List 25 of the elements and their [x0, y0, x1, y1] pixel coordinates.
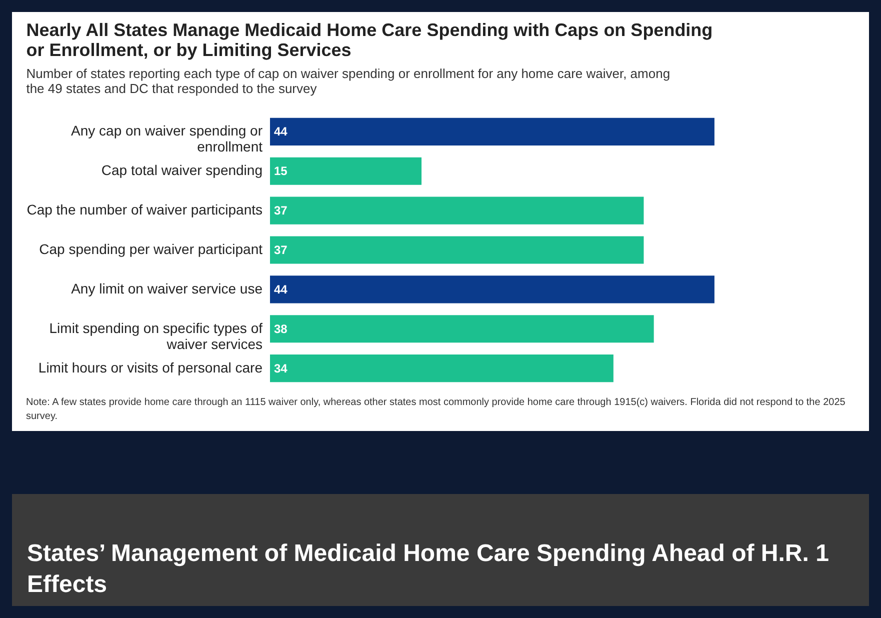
y-tick-label: Any cap on waiver spending or enrollment: [71, 122, 263, 155]
bar: [270, 276, 714, 304]
y-tick-label: Cap spending per waiver participant: [39, 241, 263, 257]
bar: [270, 196, 644, 224]
data-label: 44: [274, 282, 288, 296]
data-label: 37: [274, 204, 288, 218]
text: States’ Management of Medicaid Home Care Spending Ahead of H.R. 1 Effects: [27, 539, 830, 600]
chart-subtitle: Number of states reporting each type of cap on waiver spending or enrollment for any home care waiver, among the 49 states and DC that responded to the survey: [26, 66, 670, 96]
bar: [270, 354, 614, 382]
data-label: 34: [274, 361, 288, 376]
bar: [270, 315, 654, 343]
data-label: 37: [274, 243, 288, 257]
data-label: 15: [274, 164, 288, 178]
y-tick-label: Limit spending on specific types of waiver services: [49, 320, 263, 352]
data-label: 38: [274, 322, 288, 336]
y-tick-label: Cap total waiver spending: [101, 162, 262, 178]
y-tick-label: Limit hours or visits of personal care: [38, 359, 263, 376]
y-tick-label: Any limit on waiver service use: [71, 280, 263, 296]
data-label: 44: [274, 124, 288, 139]
y-tick-label: Cap the number of waiver participants: [26, 202, 262, 218]
bar: [270, 157, 422, 185]
text: Note: A few states provide home care through an 1115 waiver only, whereas other states most commonly provide home care through 1915(c) waivers. Florida did not respond to the 2025 survey.: [25, 396, 846, 424]
bar: [270, 236, 644, 264]
bar: [270, 118, 714, 146]
chart-title: Nearly All States Manage Medicaid Home Care Spending with Caps on Spending or Enrollment, or by Limiting Services: [26, 20, 713, 60]
